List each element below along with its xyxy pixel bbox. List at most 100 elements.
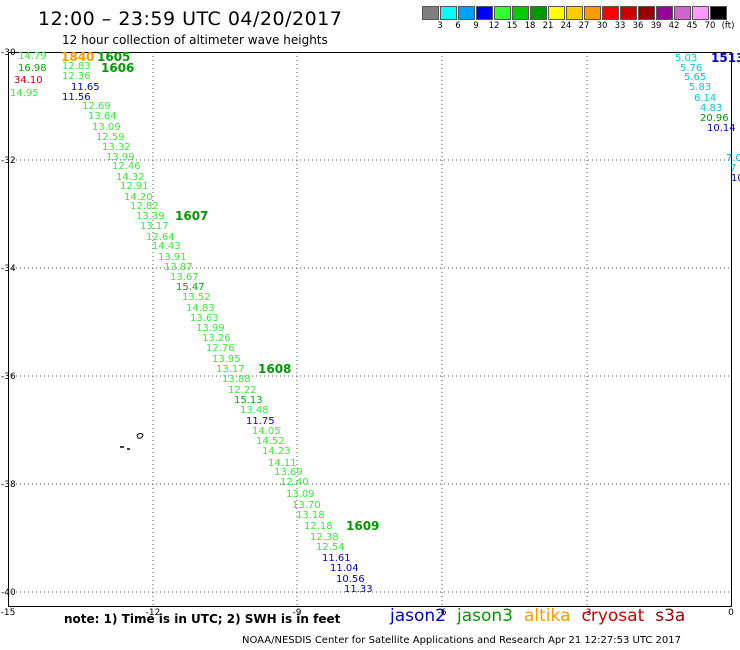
wave-height-value: 7 [730,163,736,174]
credit-footer: NOAA/NESDIS Center for Satellite Applica… [242,635,681,646]
color-scale-label: 3 [437,21,443,31]
pass-time-label: 1607 [175,209,208,223]
wave-height-value: 12.22 [228,385,257,396]
wave-height-value: 13.67 [170,272,199,283]
satellite-legend-item: cryosat [581,606,645,626]
wave-height-value: 5.83 [689,82,711,93]
wave-height-value: 16.98 [18,63,47,74]
color-scale-label: 6 [455,21,461,31]
color-scale-label: 9 [473,21,479,31]
color-scale-label: 39 [650,21,662,31]
wave-height-value: 11.61 [322,553,351,564]
wave-height-value: 12.91 [120,181,149,192]
longitude-labels: -15 -12 -9 -6 -3 0 [1,608,734,618]
wave-height-value: 11.65 [71,82,100,93]
wave-height-value: 14.11 [268,458,297,469]
map-title: 12:00 – 23:59 UTC 04/20/2017 [38,8,343,30]
wave-height-value: 13.95 [212,354,241,365]
color-scale-label: 27 [578,21,590,31]
map-grid [8,52,731,606]
wave-height-value: 15.13 [234,395,263,406]
wave-height-value: 13.88 [222,374,251,385]
color-swatch [656,6,673,20]
island-outline [120,433,144,450]
color-scale-label: 24 [560,21,572,31]
color-scale-label: 12 [488,21,500,31]
wave-height-value: 11.75 [246,416,275,427]
wave-height-value: 13.26 [202,333,231,344]
wave-height-value: 13.64 [88,111,117,122]
wave-height-value: 11.56 [62,92,91,103]
wave-height-value: 12.76 [206,343,235,354]
wave-height-value: 13.09 [92,122,121,133]
map-subtitle: 12 hour collection of altimeter wave hei… [62,33,328,47]
color-swatch [530,6,547,20]
satellite-legend-item: jason2 [390,606,446,626]
color-swatch [584,6,601,20]
longitude-label: -12 [146,608,161,618]
wave-height-value: 14.52 [256,436,285,447]
color-swatch [512,6,529,20]
color-scale-label: 36 [632,21,644,31]
wave-height-value: 11.04 [330,563,359,574]
wave-height-value: 12.54 [316,542,345,553]
wave-height-value: 14.23 [262,446,291,457]
pass-time-label: 1605 [97,50,130,64]
color-scale-label: 30 [596,21,608,31]
wave-height-value: 12.64 [146,232,175,243]
pass-time-label: 1606 [101,61,134,75]
wave-height-value: 5.76 [680,63,702,74]
wave-height-value: 14.83 [186,303,215,314]
wave-height-value: 34.10 [14,75,43,86]
wave-height-value: 4.83 [700,103,722,114]
color-swatch [494,6,511,20]
latitude-labels: -30 -32 -34 -36 -38 -40 [1,48,16,598]
units-note: note: 1) Time is in UTC; 2) SWH is in fe… [64,612,341,626]
pass-time-label: 1840 [61,50,94,64]
color-swatch [638,6,655,20]
color-scale-label: (ft) [721,21,735,31]
wave-height-value: 20.96 [700,113,729,124]
latitude-label: -40 [1,588,16,598]
wave-height-value: 14.20 [124,192,153,203]
color-swatch [602,6,619,20]
longitude-label: -9 [293,608,302,618]
wave-height-value: 14.79 [18,51,47,62]
wave-height-value: 13.17 [140,221,169,232]
latitude-label: -38 [1,480,16,490]
color-swatch [692,6,709,20]
color-scale-label: 18 [524,21,536,31]
longitude-label: -3 [583,608,592,618]
wave-height-value: 13.48 [240,405,269,416]
color-swatch [422,6,439,20]
wave-height-value: 13.87 [164,262,193,273]
color-scale-label: 45 [686,21,698,31]
wave-height-value: 10.56 [336,574,365,585]
wave-height-value: 12.40 [280,477,309,488]
wave-height-value: 13.52 [182,292,211,303]
wave-height-value: 13.91 [158,252,187,263]
wave-height-value: 13.99 [196,323,225,334]
wave-height-value: 12.82 [130,201,159,212]
longitude-label: -15 [1,608,16,618]
pass-time-label: 1513 [711,51,740,65]
wave-height-value: 13.32 [102,142,131,153]
latitude-label: -30 [1,48,16,58]
color-swatch [548,6,565,20]
wave-height-value: 13.99 [106,152,135,163]
latitude-label: -34 [1,264,16,274]
wave-height-value: 14.95 [10,88,39,99]
color-scale-label: 33 [614,21,626,31]
longitude-label: -6 [438,608,447,618]
wave-height-value: 13.69 [274,467,303,478]
wave-height-value: 12.18 [304,521,333,532]
longitude-label: 0 [728,608,734,618]
wave-height-value: 10 [731,173,740,184]
satellite-legend-item: jason3 [457,606,513,626]
wave-height-value: 14.05 [252,426,281,437]
map-frame [8,52,732,607]
color-scale-bar [422,6,728,20]
wave-height-value: 13.63 [190,313,219,324]
